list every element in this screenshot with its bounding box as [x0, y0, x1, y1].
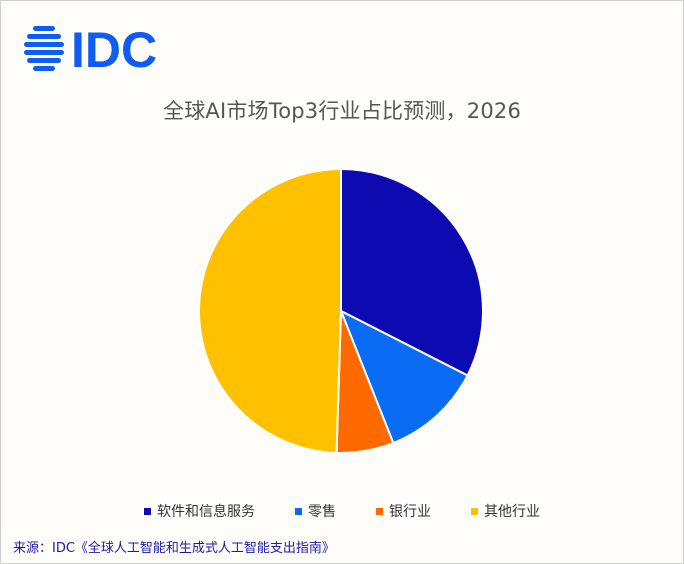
legend-label-3: 其他行业	[484, 504, 540, 520]
pie-slice-3	[198, 167, 342, 454]
legend-label-2: 银行业	[389, 504, 431, 520]
legend-swatch-3	[471, 507, 478, 515]
legend-item-1: 零售	[295, 501, 336, 521]
legend-item-3: 其他行业	[471, 501, 540, 521]
legend-swatch-0	[144, 507, 151, 515]
legend-swatch-2	[376, 507, 383, 515]
legend-item-0: 软件和信息服务	[144, 501, 255, 521]
logo-text: IDC	[71, 23, 157, 71]
source-note: 来源：IDC《全球人工智能和生成式人工智能支出指南》	[13, 541, 335, 556]
legend-label-0: 软件和信息服务	[157, 504, 255, 520]
logo-globe-icon	[24, 26, 64, 71]
legend-label-1: 零售	[308, 504, 336, 520]
chart-legend: 软件和信息服务 零售 银行业 其他行业	[1, 501, 683, 521]
legend-swatch-1	[295, 507, 302, 515]
chart-title: 全球AI市场Top3行业占比预测，2026	[163, 99, 521, 123]
pie-chart	[198, 167, 484, 454]
pie-slice-1	[339, 308, 469, 445]
idc-logo: IDC	[24, 23, 157, 71]
pie-slice-0	[340, 167, 484, 377]
pie-slices	[198, 167, 484, 454]
legend-item-2: 银行业	[376, 501, 431, 521]
